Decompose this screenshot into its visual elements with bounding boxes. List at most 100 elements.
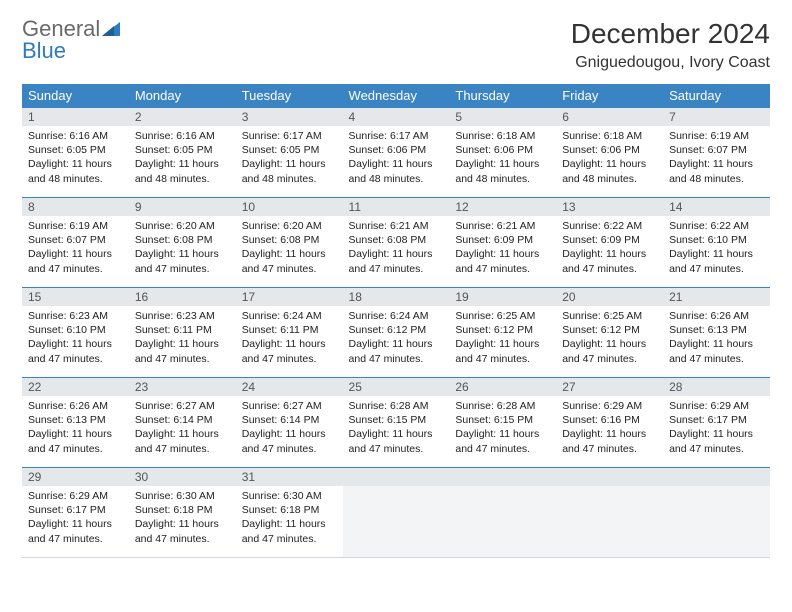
calendar-cell-empty [343,468,450,558]
calendar-cell: 11Sunrise: 6:21 AMSunset: 6:08 PMDayligh… [343,198,450,288]
day-details: Sunrise: 6:28 AMSunset: 6:15 PMDaylight:… [449,396,556,462]
day-details: Sunrise: 6:29 AMSunset: 6:17 PMDaylight:… [22,486,129,552]
day-details: Sunrise: 6:25 AMSunset: 6:12 PMDaylight:… [449,306,556,372]
calendar-cell: 20Sunrise: 6:25 AMSunset: 6:12 PMDayligh… [556,288,663,378]
calendar-cell: 4Sunrise: 6:17 AMSunset: 6:06 PMDaylight… [343,108,450,198]
calendar-cell: 6Sunrise: 6:18 AMSunset: 6:06 PMDaylight… [556,108,663,198]
calendar-row: 1Sunrise: 6:16 AMSunset: 6:05 PMDaylight… [22,108,770,198]
calendar-cell: 24Sunrise: 6:27 AMSunset: 6:14 PMDayligh… [236,378,343,468]
day-number: 21 [663,288,770,306]
calendar-cell: 2Sunrise: 6:16 AMSunset: 6:05 PMDaylight… [129,108,236,198]
day-details: Sunrise: 6:20 AMSunset: 6:08 PMDaylight:… [129,216,236,282]
day-number: 26 [449,378,556,396]
calendar-cell: 22Sunrise: 6:26 AMSunset: 6:13 PMDayligh… [22,378,129,468]
weekday-header: Sunday [22,84,129,108]
day-number: 11 [343,198,450,216]
day-details: Sunrise: 6:21 AMSunset: 6:09 PMDaylight:… [449,216,556,282]
day-details: Sunrise: 6:19 AMSunset: 6:07 PMDaylight:… [663,126,770,192]
day-number: 25 [343,378,450,396]
calendar-cell-empty [556,468,663,558]
calendar-cell: 12Sunrise: 6:21 AMSunset: 6:09 PMDayligh… [449,198,556,288]
calendar-cell: 29Sunrise: 6:29 AMSunset: 6:17 PMDayligh… [22,468,129,558]
day-number: 3 [236,108,343,126]
day-number: 6 [556,108,663,126]
day-number: 30 [129,468,236,486]
day-number: 7 [663,108,770,126]
day-number: 31 [236,468,343,486]
calendar-cell: 21Sunrise: 6:26 AMSunset: 6:13 PMDayligh… [663,288,770,378]
brand-logo: General Blue [22,18,122,62]
day-details: Sunrise: 6:27 AMSunset: 6:14 PMDaylight:… [236,396,343,462]
day-details: Sunrise: 6:23 AMSunset: 6:10 PMDaylight:… [22,306,129,372]
day-number: 29 [22,468,129,486]
day-number: 2 [129,108,236,126]
day-number: 15 [22,288,129,306]
weekday-header: Thursday [449,84,556,108]
calendar-cell: 9Sunrise: 6:20 AMSunset: 6:08 PMDaylight… [129,198,236,288]
day-details: Sunrise: 6:17 AMSunset: 6:06 PMDaylight:… [343,126,450,192]
day-details: Sunrise: 6:18 AMSunset: 6:06 PMDaylight:… [449,126,556,192]
calendar-cell: 26Sunrise: 6:28 AMSunset: 6:15 PMDayligh… [449,378,556,468]
calendar-cell-empty [663,468,770,558]
location-subtitle: Gniguedougou, Ivory Coast [571,54,770,72]
header: General Blue December 2024 Gniguedougou,… [22,18,770,72]
day-number: 4 [343,108,450,126]
weekday-header-row: SundayMondayTuesdayWednesdayThursdayFrid… [22,84,770,108]
calendar-cell: 30Sunrise: 6:30 AMSunset: 6:18 PMDayligh… [129,468,236,558]
calendar-cell: 27Sunrise: 6:29 AMSunset: 6:16 PMDayligh… [556,378,663,468]
day-number: 24 [236,378,343,396]
day-number: 23 [129,378,236,396]
day-details: Sunrise: 6:16 AMSunset: 6:05 PMDaylight:… [129,126,236,192]
day-details: Sunrise: 6:19 AMSunset: 6:07 PMDaylight:… [22,216,129,282]
day-number: 14 [663,198,770,216]
day-number: 28 [663,378,770,396]
weekday-header: Wednesday [343,84,450,108]
calendar-cell: 19Sunrise: 6:25 AMSunset: 6:12 PMDayligh… [449,288,556,378]
day-number: 12 [449,198,556,216]
calendar-cell: 25Sunrise: 6:28 AMSunset: 6:15 PMDayligh… [343,378,450,468]
weekday-header: Tuesday [236,84,343,108]
day-details: Sunrise: 6:21 AMSunset: 6:08 PMDaylight:… [343,216,450,282]
calendar-cell: 18Sunrise: 6:24 AMSunset: 6:12 PMDayligh… [343,288,450,378]
calendar-cell: 23Sunrise: 6:27 AMSunset: 6:14 PMDayligh… [129,378,236,468]
day-number: 13 [556,198,663,216]
day-details: Sunrise: 6:25 AMSunset: 6:12 PMDaylight:… [556,306,663,372]
title-block: December 2024 Gniguedougou, Ivory Coast [571,18,770,72]
calendar-cell: 5Sunrise: 6:18 AMSunset: 6:06 PMDaylight… [449,108,556,198]
calendar-row: 15Sunrise: 6:23 AMSunset: 6:10 PMDayligh… [22,288,770,378]
day-details: Sunrise: 6:29 AMSunset: 6:16 PMDaylight:… [556,396,663,462]
day-details: Sunrise: 6:26 AMSunset: 6:13 PMDaylight:… [22,396,129,462]
sail-icon [102,18,122,40]
day-number: 22 [22,378,129,396]
day-number: 8 [22,198,129,216]
day-details: Sunrise: 6:22 AMSunset: 6:09 PMDaylight:… [556,216,663,282]
calendar-cell: 10Sunrise: 6:20 AMSunset: 6:08 PMDayligh… [236,198,343,288]
calendar-cell: 7Sunrise: 6:19 AMSunset: 6:07 PMDaylight… [663,108,770,198]
calendar-cell: 17Sunrise: 6:24 AMSunset: 6:11 PMDayligh… [236,288,343,378]
day-details: Sunrise: 6:24 AMSunset: 6:11 PMDaylight:… [236,306,343,372]
day-details: Sunrise: 6:27 AMSunset: 6:14 PMDaylight:… [129,396,236,462]
day-number: 20 [556,288,663,306]
day-number: 10 [236,198,343,216]
day-details: Sunrise: 6:18 AMSunset: 6:06 PMDaylight:… [556,126,663,192]
day-number: 27 [556,378,663,396]
month-title: December 2024 [571,18,770,50]
calendar-cell: 13Sunrise: 6:22 AMSunset: 6:09 PMDayligh… [556,198,663,288]
calendar-cell: 15Sunrise: 6:23 AMSunset: 6:10 PMDayligh… [22,288,129,378]
weekday-header: Saturday [663,84,770,108]
day-number: 9 [129,198,236,216]
calendar-cell: 3Sunrise: 6:17 AMSunset: 6:05 PMDaylight… [236,108,343,198]
day-details: Sunrise: 6:28 AMSunset: 6:15 PMDaylight:… [343,396,450,462]
day-details: Sunrise: 6:20 AMSunset: 6:08 PMDaylight:… [236,216,343,282]
day-details: Sunrise: 6:17 AMSunset: 6:05 PMDaylight:… [236,126,343,192]
calendar-cell: 14Sunrise: 6:22 AMSunset: 6:10 PMDayligh… [663,198,770,288]
day-details: Sunrise: 6:30 AMSunset: 6:18 PMDaylight:… [129,486,236,552]
calendar-table: SundayMondayTuesdayWednesdayThursdayFrid… [22,84,770,558]
calendar-cell: 8Sunrise: 6:19 AMSunset: 6:07 PMDaylight… [22,198,129,288]
day-details: Sunrise: 6:26 AMSunset: 6:13 PMDaylight:… [663,306,770,372]
calendar-cell: 1Sunrise: 6:16 AMSunset: 6:05 PMDaylight… [22,108,129,198]
day-number: 5 [449,108,556,126]
calendar-row: 29Sunrise: 6:29 AMSunset: 6:17 PMDayligh… [22,468,770,558]
calendar-row: 22Sunrise: 6:26 AMSunset: 6:13 PMDayligh… [22,378,770,468]
day-details: Sunrise: 6:22 AMSunset: 6:10 PMDaylight:… [663,216,770,282]
